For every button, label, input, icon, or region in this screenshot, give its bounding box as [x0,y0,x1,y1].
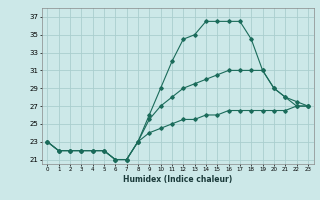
X-axis label: Humidex (Indice chaleur): Humidex (Indice chaleur) [123,175,232,184]
